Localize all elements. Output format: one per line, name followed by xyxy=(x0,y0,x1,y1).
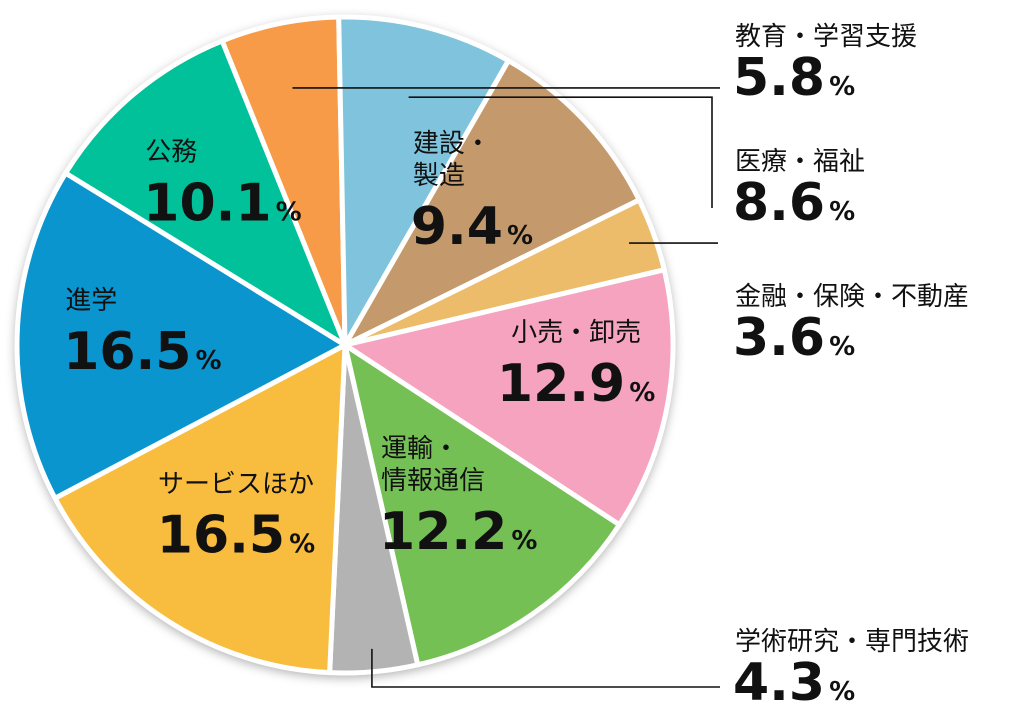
callout-value-6: 4.3% xyxy=(733,653,855,713)
inside-value-5: 12.2% xyxy=(379,502,537,562)
inside-value-9: 10.1% xyxy=(143,174,301,234)
inside-name-7-0: サービスほか xyxy=(158,470,314,500)
callout-name-6-0: 学術研究・専門技術 xyxy=(735,627,969,657)
callout-name-3-0: 金融・保険・不動産 xyxy=(735,282,969,312)
pie-slice-5 xyxy=(342,342,622,668)
inside-name-2-1: 製造 xyxy=(413,161,465,191)
slice-labels: 建設・製造 9.4 % 小売・卸売 12.9 % 運輸・情報通信 12.2 % サービスほか 16.… xyxy=(63,22,969,713)
inside-name-2-0: 建設・ xyxy=(413,129,491,159)
callout-name-0-0: 教育・学習支援 xyxy=(735,22,917,52)
pie-slice-4 xyxy=(342,267,676,528)
inside-value-8: 16.5% xyxy=(63,322,221,382)
callout-value-1: 8.6% xyxy=(733,173,855,233)
pie-slice-7 xyxy=(52,342,348,676)
pie-slice-8 xyxy=(14,170,348,501)
inside-name-8-0: 進学 xyxy=(65,286,117,316)
inside-value-7: 16.5% xyxy=(157,506,315,566)
pie-slice-9 xyxy=(63,38,348,348)
callout-value-0: 5.8% xyxy=(733,48,855,108)
callout-name-1-0: 医療・福祉 xyxy=(735,147,865,177)
pie-slice-2 xyxy=(342,58,642,348)
inside-name-4-0: 小売・卸売 xyxy=(511,318,641,348)
inside-name-5-0: 運輸・ xyxy=(381,434,459,464)
leader-line-6 xyxy=(371,648,720,688)
leader-lines xyxy=(292,87,720,688)
pie-slices xyxy=(14,14,676,676)
inside-name-9-0: 公務 xyxy=(145,138,197,168)
inside-name-5-1: 情報通信 xyxy=(381,466,485,496)
inside-value-2: 9.4% xyxy=(411,197,533,257)
inside-value-4: 12.9% xyxy=(497,354,655,414)
callout-value-3: 3.6% xyxy=(733,308,855,368)
pie-slice-1 xyxy=(336,14,511,348)
leader-line-1 xyxy=(408,96,713,208)
